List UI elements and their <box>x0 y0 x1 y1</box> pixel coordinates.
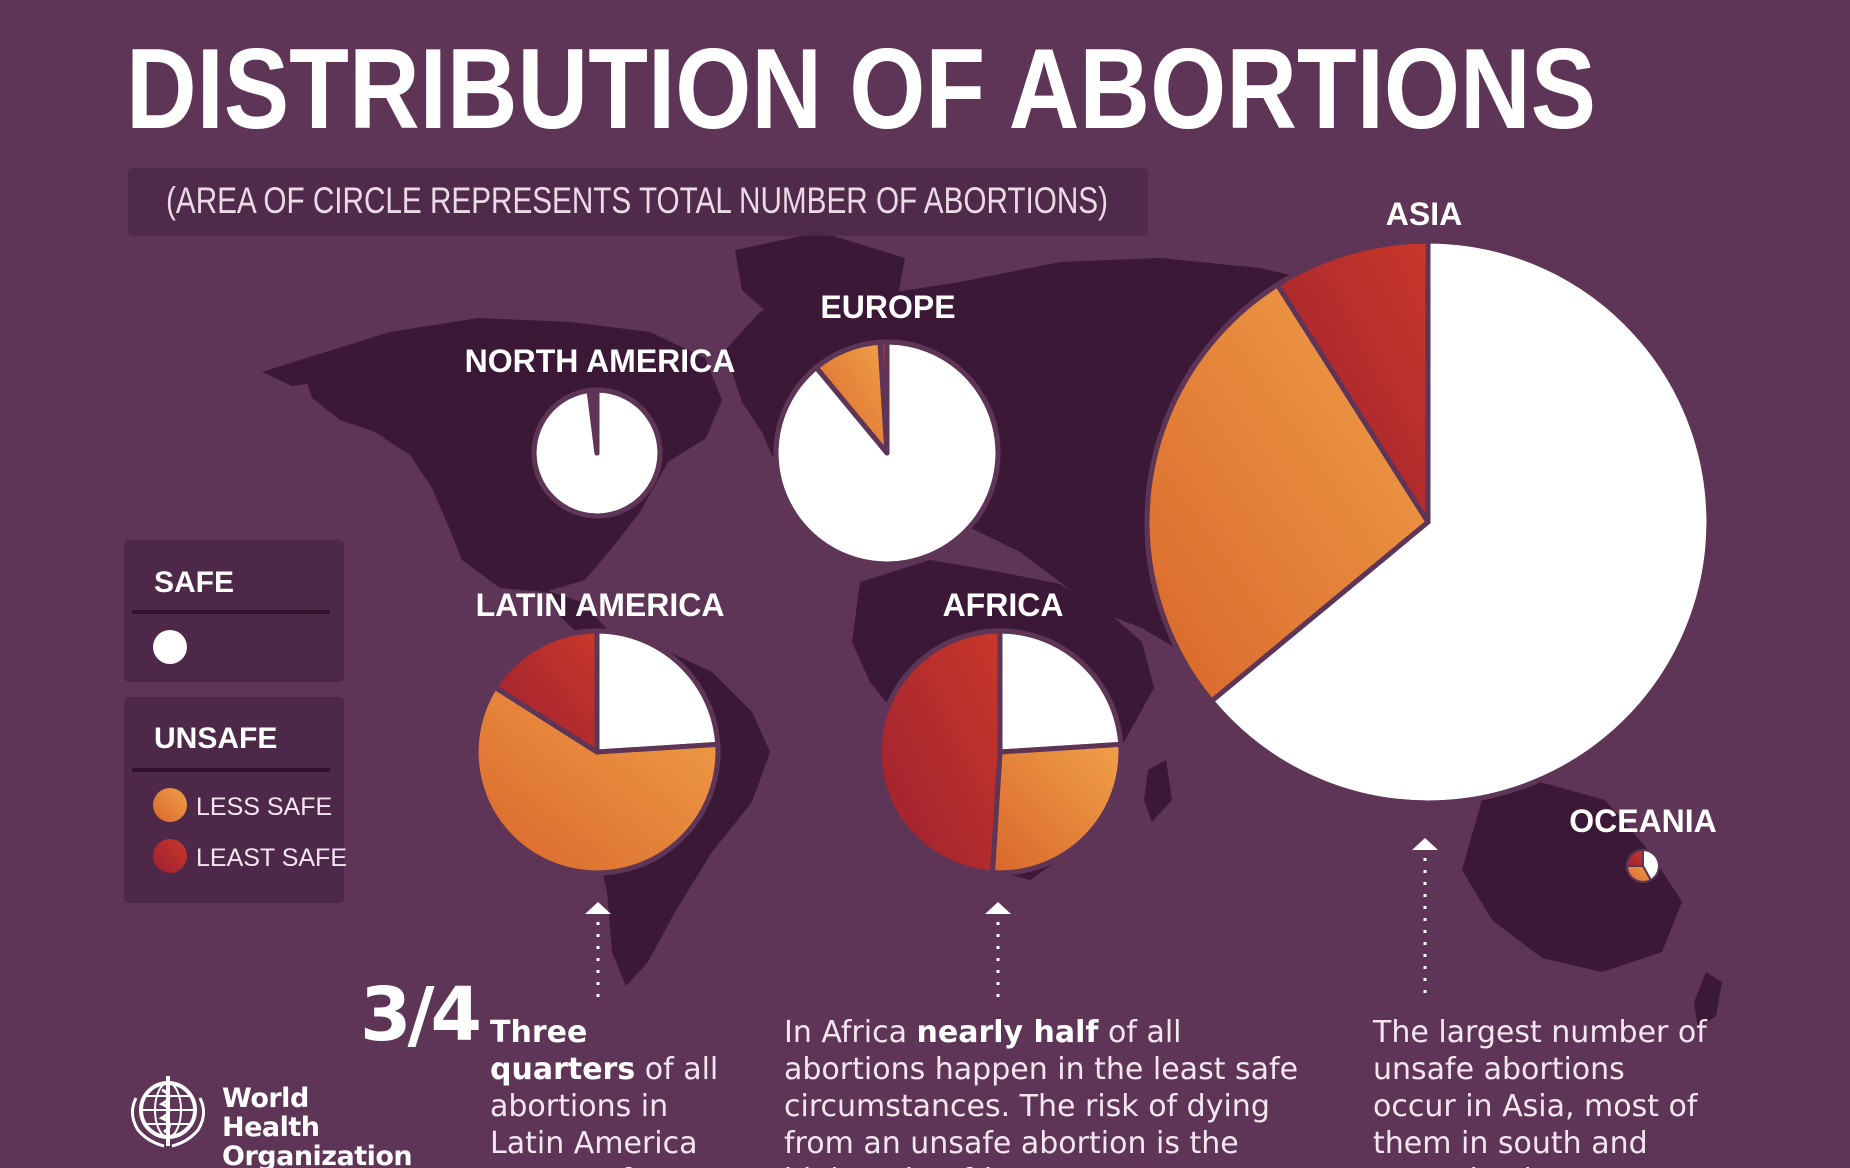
map-new-zealand <box>1694 972 1722 1028</box>
pie-africa: AFRICA <box>876 587 1124 876</box>
map-north-america <box>300 318 722 592</box>
pie-label-europe: EUROPE <box>820 289 955 325</box>
chart-subtitle: (AREA OF CIRCLE REPRESENTS TOTAL NUMBER … <box>166 180 1108 221</box>
pie-oceania: OCEANIA <box>1569 803 1717 883</box>
pie-outline-asia <box>1144 238 1712 806</box>
pie-label-north-america: NORTH AMERICA <box>465 343 736 379</box>
latin-america-pointer-icon <box>585 902 611 914</box>
legend-less-safe-swatch <box>153 788 187 822</box>
africa-caption: In Africa nearly half of all abortions h… <box>784 1014 1324 1168</box>
pie-label-latin-america: LATIN AMERICA <box>476 587 725 623</box>
legend: SAFE UNSAFE LESS SAFE LEAST SAFE <box>124 540 347 903</box>
three-quarters-fraction: 3/4 <box>360 972 482 1058</box>
pointers <box>585 838 1438 1002</box>
subtitle-banner <box>128 168 1148 236</box>
map-australia <box>1462 782 1682 972</box>
pie-asia: ASIA <box>1144 196 1712 806</box>
pie-outline-north-america <box>531 387 663 519</box>
pie-label-asia: ASIA <box>1386 196 1462 232</box>
who-logo: World Health Organization <box>122 1070 413 1168</box>
legend-safe-swatch <box>153 630 187 664</box>
legend-least-safe-label: LEAST SAFE <box>196 844 347 872</box>
latin-america-caption-bold: Three quarters <box>490 1015 636 1087</box>
pie-charts: NORTH AMERICA EUROPE LATIN AMERICA AFRICA AS… <box>465 196 1717 883</box>
africa-pointer-icon <box>985 902 1011 914</box>
chart-title: DISTRIBUTION OF ABORTIONS <box>126 26 1596 153</box>
legend-least-safe-swatch <box>153 839 187 873</box>
asia-pointer-icon <box>1412 838 1438 850</box>
pie-north-america: NORTH AMERICA <box>465 343 736 519</box>
who-logo-line2: Organization <box>222 1141 413 1168</box>
africa-caption-text: of all abortions happen in the least saf… <box>784 1015 1299 1168</box>
pie-outline-africa <box>876 628 1124 876</box>
legend-less-safe-label: LESS SAFE <box>196 793 332 821</box>
pie-europe: EUROPE <box>773 289 1001 567</box>
pie-slice-africa-less-safe <box>989 741 1124 876</box>
legend-safe-divider <box>132 610 330 614</box>
map-madagascar <box>1144 760 1172 822</box>
africa-caption-prefix: In Africa <box>784 1015 917 1050</box>
pie-label-africa: AFRICA <box>943 587 1064 623</box>
who-emblem-icon <box>131 1076 205 1148</box>
legend-unsafe-divider <box>132 768 330 772</box>
asia-caption: The largest number of unsafe abortions o… <box>1373 1014 1713 1168</box>
pie-outline-europe <box>773 339 1001 567</box>
legend-unsafe-header: UNSAFE <box>154 722 277 755</box>
pie-label-oceania: OCEANIA <box>1569 803 1717 839</box>
latin-america-caption: Three quarters of all abortions in Latin… <box>490 1014 740 1168</box>
pie-outline-latin-america <box>473 628 721 876</box>
legend-safe-header: SAFE <box>154 566 234 599</box>
who-logo-line1: World Health <box>222 1083 320 1143</box>
asia-caption-text: The largest number of unsafe abortions o… <box>1373 1015 1707 1168</box>
africa-caption-bold: nearly half <box>916 1015 1099 1050</box>
who-logo-text: World Health Organization <box>222 1083 413 1168</box>
pie-latin-america: LATIN AMERICA <box>473 587 725 876</box>
pie-outline-oceania <box>1626 849 1660 883</box>
map-alaska-tail <box>262 360 320 386</box>
latin-america-caption-text: of all abortions in Latin America are un… <box>490 1052 719 1168</box>
